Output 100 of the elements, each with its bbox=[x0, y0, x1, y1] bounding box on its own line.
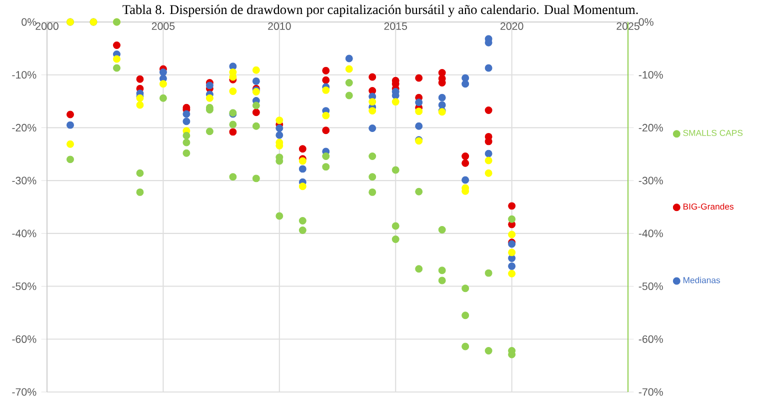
y2-tick-label: -10% bbox=[638, 71, 663, 79]
y2-tick-label: -60% bbox=[638, 335, 663, 343]
point bbox=[136, 188, 144, 196]
point bbox=[368, 98, 376, 106]
point bbox=[136, 169, 144, 177]
y2-tick-label: -50% bbox=[638, 282, 663, 290]
point bbox=[438, 276, 446, 284]
point bbox=[415, 265, 423, 273]
point bbox=[322, 76, 330, 84]
point bbox=[252, 108, 260, 116]
point bbox=[368, 107, 376, 115]
y2-tick-label: -40% bbox=[638, 230, 663, 238]
point bbox=[276, 212, 284, 220]
legend-label: Medianas bbox=[683, 276, 720, 284]
point bbox=[252, 122, 260, 130]
point bbox=[322, 163, 330, 171]
point bbox=[368, 73, 376, 81]
point bbox=[368, 188, 376, 196]
point bbox=[508, 254, 516, 262]
point bbox=[66, 140, 74, 148]
point bbox=[66, 121, 74, 129]
point bbox=[252, 77, 260, 85]
point bbox=[368, 124, 376, 132]
y-tick-label: -10% bbox=[12, 71, 36, 79]
y-tick-label: -70% bbox=[12, 388, 36, 396]
x-tick-label: 2015 bbox=[384, 22, 408, 30]
point bbox=[415, 188, 423, 196]
point bbox=[438, 266, 446, 274]
y2-tick-label: -30% bbox=[638, 176, 663, 184]
point bbox=[462, 80, 470, 88]
point bbox=[229, 88, 237, 95]
point bbox=[182, 138, 190, 146]
point bbox=[322, 86, 330, 94]
legend-label: SMALLS CAPS bbox=[683, 130, 743, 136]
point bbox=[298, 145, 306, 153]
point bbox=[159, 80, 167, 88]
point bbox=[182, 118, 190, 126]
point bbox=[182, 149, 190, 157]
point bbox=[462, 342, 470, 350]
point bbox=[484, 156, 492, 164]
point bbox=[508, 270, 516, 278]
point bbox=[229, 120, 237, 128]
y2-tick-label: -70% bbox=[638, 388, 663, 396]
y-tick-label: 0% bbox=[22, 18, 36, 26]
point bbox=[206, 94, 214, 102]
x-tick-label: 2000 bbox=[36, 22, 58, 30]
point bbox=[368, 152, 376, 160]
point bbox=[112, 55, 120, 63]
point bbox=[415, 98, 423, 106]
point bbox=[438, 94, 446, 102]
point bbox=[392, 222, 400, 230]
point bbox=[298, 226, 306, 234]
point bbox=[322, 112, 330, 120]
point bbox=[159, 94, 167, 102]
y-tick-label: -60% bbox=[12, 335, 36, 343]
point bbox=[136, 101, 144, 109]
point bbox=[508, 215, 516, 223]
point bbox=[462, 312, 470, 320]
y-tick-label: -50% bbox=[12, 282, 36, 290]
point bbox=[392, 98, 400, 106]
point bbox=[136, 75, 144, 83]
x-tick-label: 2005 bbox=[152, 22, 175, 30]
point bbox=[508, 262, 516, 270]
point bbox=[392, 166, 400, 174]
y2-tick-label: -20% bbox=[638, 124, 663, 132]
point bbox=[112, 42, 120, 49]
point bbox=[252, 102, 260, 110]
y-tick-label: -40% bbox=[12, 230, 36, 238]
point bbox=[462, 152, 470, 160]
chart-title: Tabla 8. Dispersión de drawdown por capitalización bursátil y año calendario. Dual Momentum. bbox=[122, 4, 638, 17]
point bbox=[159, 68, 167, 76]
point bbox=[229, 173, 237, 181]
point bbox=[484, 150, 492, 158]
point bbox=[345, 79, 353, 87]
point bbox=[206, 82, 214, 90]
point bbox=[368, 173, 376, 181]
point bbox=[322, 126, 330, 134]
point bbox=[322, 66, 330, 74]
point bbox=[484, 269, 492, 277]
point bbox=[66, 156, 74, 164]
point bbox=[508, 202, 516, 210]
point bbox=[462, 176, 470, 184]
point bbox=[438, 226, 446, 234]
point bbox=[484, 347, 492, 354]
point bbox=[298, 165, 306, 173]
point bbox=[252, 174, 260, 182]
point bbox=[276, 116, 284, 124]
point bbox=[252, 66, 260, 74]
point bbox=[276, 131, 284, 139]
point bbox=[484, 64, 492, 72]
point bbox=[112, 64, 120, 72]
point bbox=[462, 284, 470, 292]
point bbox=[298, 182, 306, 190]
legend-label: BIG-Grandes bbox=[683, 203, 734, 210]
y-tick-label: -30% bbox=[12, 176, 36, 184]
point bbox=[345, 54, 353, 62]
point bbox=[462, 159, 470, 167]
point bbox=[345, 92, 353, 100]
point bbox=[182, 110, 190, 118]
y2-tick-label: 0% bbox=[638, 18, 654, 26]
